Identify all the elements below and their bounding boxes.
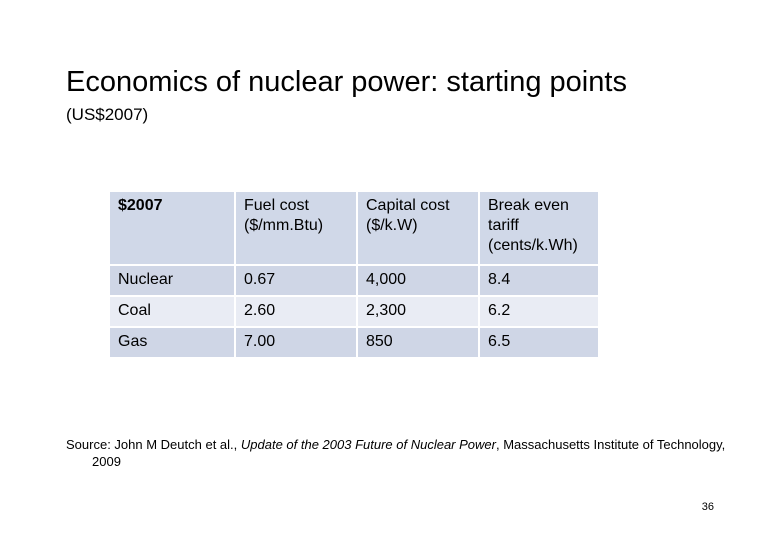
source-prefix: Source: John M Deutch et al., [66, 437, 241, 452]
tariff-cell: 6.2 [479, 296, 598, 328]
tariff-cell: 6.5 [479, 327, 598, 357]
table-header-row: $2007 Fuel cost ($/mm.Btu) Capital cost … [110, 192, 598, 266]
row-label: Nuclear [110, 265, 236, 297]
fuel-cost-cell: 7.00 [235, 327, 358, 357]
slide-subtitle: (US$2007) [66, 105, 149, 124]
economics-table: $2007 Fuel cost ($/mm.Btu) Capital cost … [110, 192, 598, 357]
capital-cost-cell: 4,000 [357, 265, 480, 297]
page-number: 36 [701, 501, 714, 513]
header-year: $2007 [110, 192, 236, 266]
row-label: Gas [110, 327, 236, 357]
source-title: Update of the 2003 Future of Nuclear Pow… [240, 437, 496, 452]
header-break-even-tariff: Break even tariff (cents/k.Wh) [479, 192, 598, 266]
table-row: Gas 7.00 850 6.5 [110, 327, 598, 357]
table-row: Nuclear 0.67 4,000 8.4 [110, 265, 598, 297]
source-citation: Source: John M Deutch et al., Update of … [66, 436, 726, 470]
fuel-cost-cell: 0.67 [235, 265, 358, 297]
source-suffix: , Massachusetts Institute of Technology,… [92, 437, 726, 469]
header-fuel-cost: Fuel cost ($/mm.Btu) [235, 192, 358, 266]
tariff-cell: 8.4 [479, 265, 598, 297]
fuel-cost-cell: 2.60 [235, 296, 358, 328]
header-capital-cost: Capital cost ($/k.W) [357, 192, 480, 266]
capital-cost-cell: 850 [357, 327, 480, 357]
capital-cost-cell: 2,300 [357, 296, 480, 328]
row-label: Coal [110, 296, 236, 328]
table-row: Coal 2.60 2,300 6.2 [110, 296, 598, 328]
slide-title: Economics of nuclear power: starting poi… [66, 66, 627, 98]
